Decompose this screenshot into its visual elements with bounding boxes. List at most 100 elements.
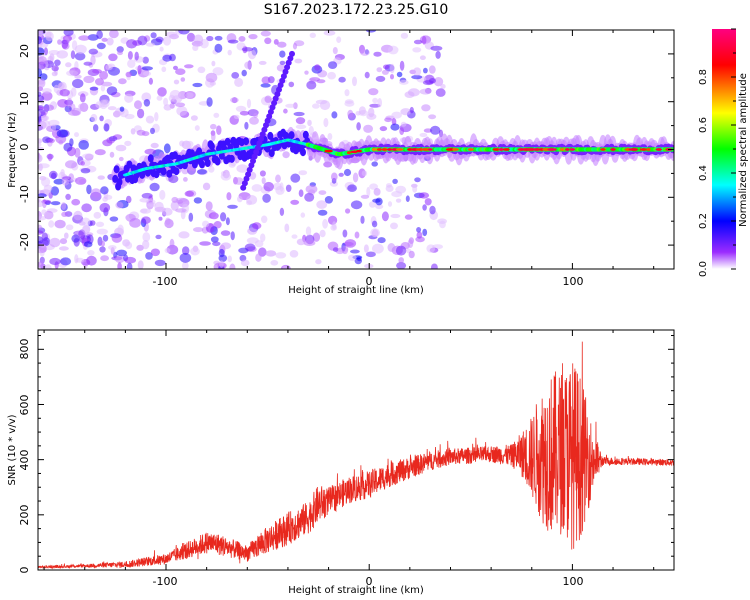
- colorbar-gradient: [712, 29, 736, 269]
- spectrogram-speckle: [399, 127, 405, 135]
- spectrogram-speckle: [101, 99, 110, 108]
- spectrogram-speckle: [185, 140, 194, 148]
- spectrogram-speckle: [361, 170, 368, 177]
- spectrogram-speckle: [105, 64, 113, 71]
- spectrogram-speckle: [102, 139, 113, 147]
- spectrogram-speckle: [376, 67, 383, 73]
- spectrogram-speckle: [142, 232, 151, 242]
- spectrogram-speckle: [220, 172, 232, 181]
- snr-panel: -100 0 100 0 200 400 600 800 Height of s…: [7, 329, 675, 596]
- spectrogram-speckle: [142, 71, 152, 76]
- spectrogram-speckle: [418, 192, 430, 199]
- spectrogram-speckle: [202, 182, 211, 191]
- spectrogram-speckle: [190, 115, 198, 121]
- spectrogram-speckle: [109, 216, 119, 222]
- spectrogram-speckle: [211, 131, 216, 142]
- spectrogram-speckle: [261, 215, 268, 224]
- spectrogram-speckle: [385, 185, 394, 192]
- spectrogram-speckle: [399, 79, 409, 85]
- spectrogram-speckle: [387, 201, 393, 207]
- spectrogram-speckle: [61, 211, 68, 217]
- spectrogram-speckle: [194, 125, 200, 131]
- spectrogram-peak: [547, 148, 557, 151]
- spectrogram-speckle: [59, 238, 68, 245]
- spectrogram-speckle: [227, 204, 238, 209]
- spectrogram-speckle: [142, 239, 150, 250]
- spectrogram-speckle: [298, 189, 304, 197]
- spectrogram-speckle: [307, 119, 312, 127]
- spectrogram-speckle: [188, 212, 194, 222]
- spectrogram-speckle: [316, 200, 328, 209]
- spectrogram-ridge: [139, 170, 146, 179]
- spectrogram-speckle: [435, 88, 446, 97]
- spectrogram-speckle: [391, 118, 397, 126]
- spectrogram-speckle: [387, 243, 396, 252]
- spectrogram-speckle: [107, 106, 117, 111]
- spectrogram-speckle: [220, 230, 231, 236]
- spectrogram-speckle: [60, 257, 72, 266]
- spectrogram-speckle: [59, 89, 70, 97]
- spectrogram-speckle: [66, 70, 78, 77]
- spectrogram-speckle: [293, 111, 305, 117]
- spectrogram-speckle: [93, 124, 99, 132]
- spectrogram-speckle: [408, 250, 415, 259]
- spectrogram-speckle: [38, 36, 42, 45]
- spectrogram-speckle: [179, 140, 185, 147]
- spectrogram-speckle: [73, 210, 83, 221]
- spectrogram-speckle: [231, 72, 240, 79]
- spectrogram-speckle: [225, 217, 230, 226]
- spectrogram-speckle: [283, 108, 288, 114]
- spectrogram-speckle: [285, 103, 296, 108]
- spectrogram-speckle: [350, 200, 363, 210]
- spectrogram-speckle: [41, 177, 51, 187]
- spectrogram-speckle: [373, 51, 382, 57]
- spectrogram-speckle: [295, 124, 307, 129]
- spectrogram-speckle: [96, 30, 103, 40]
- spectrogram-speckle: [230, 97, 239, 103]
- spectrogram-speckle: [136, 129, 146, 136]
- spectrogram-speckle: [344, 100, 355, 107]
- y-tick-label: 400: [18, 450, 31, 471]
- spectrogram-speckle: [176, 106, 188, 116]
- spectrogram-speckle: [216, 125, 222, 135]
- spectrogram-speckle: [87, 34, 99, 41]
- spectrogram-speckle: [429, 205, 436, 215]
- spectrogram-speckle: [360, 49, 370, 56]
- spectrogram-speckle: [72, 78, 84, 89]
- spectrogram-speckle: [154, 201, 164, 212]
- spectrogram-speckle: [327, 71, 336, 80]
- spectrogram-speckle: [186, 32, 196, 42]
- spectrogram-branch: [289, 50, 295, 57]
- spectrogram-speckle: [117, 262, 122, 269]
- x-tick-label: -100: [153, 575, 178, 588]
- spectrogram-speckle: [181, 261, 189, 269]
- spectrogram-speckle: [206, 97, 213, 107]
- spectrogram-speckle: [81, 217, 91, 227]
- spectrogram-speckle: [71, 198, 81, 206]
- spectrogram-speckle: [193, 34, 204, 45]
- spectrogram-branch: [279, 77, 286, 84]
- spectrogram-speckle: [44, 264, 52, 269]
- spectrogram-speckle: [412, 47, 422, 53]
- spectrogram-speckle: [332, 47, 338, 55]
- spectrogram-speckle: [134, 51, 139, 61]
- spectrogram-speckle: [344, 239, 357, 248]
- spectrogram-ridge: [116, 178, 123, 186]
- spectrogram-speckle: [212, 241, 221, 247]
- spectrogram-branch: [250, 158, 256, 164]
- spectrogram-speckle: [197, 169, 207, 175]
- spectrogram-speckle: [175, 208, 187, 213]
- spectrogram-speckle: [100, 255, 109, 262]
- spectrogram-speckle: [102, 234, 109, 242]
- spectrogram-speckle: [405, 195, 410, 202]
- spectrogram-speckle: [199, 241, 212, 246]
- spectrogram-speckle: [292, 42, 298, 50]
- y-axis-label: Frequency (Hz): [7, 112, 18, 188]
- spectrogram-speckle: [115, 201, 124, 209]
- spectrogram-speckle: [137, 108, 145, 119]
- spectrogram-speckle: [190, 247, 200, 256]
- spectrogram-speckle: [332, 247, 339, 252]
- spectrogram-speckle: [42, 237, 50, 247]
- spectrogram-speckle: [64, 232, 69, 239]
- spectrogram-speckle: [48, 119, 60, 126]
